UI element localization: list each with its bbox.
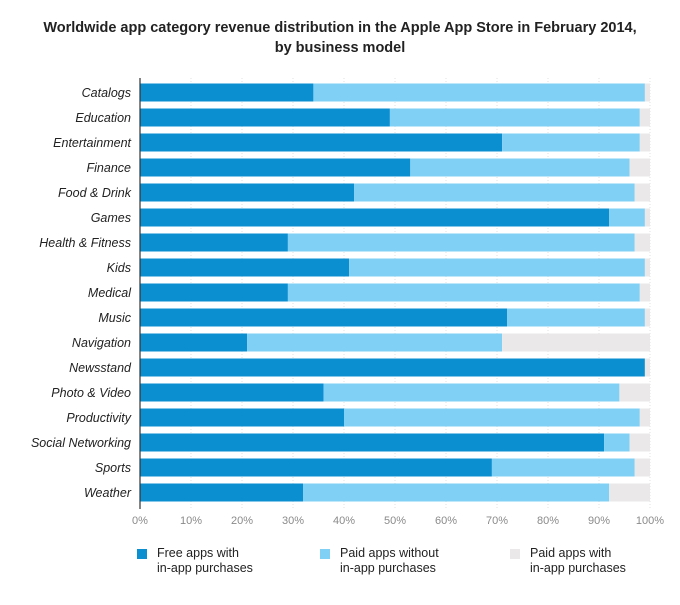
category-label: Finance xyxy=(87,161,132,175)
legend-item-paid-without-iap: Paid apps without in-app purchases xyxy=(320,546,490,576)
legend-label-paid-with-iap-line-2: in-app purchases xyxy=(530,561,626,575)
bar-photo-and-video-series-3 xyxy=(619,383,650,402)
bar-social-networking-series-2 xyxy=(604,433,630,452)
category-label: Health & Fitness xyxy=(39,236,131,250)
bar-finance-series-3 xyxy=(629,158,650,177)
bar-catalogs-series-3 xyxy=(644,83,650,102)
category-label: Catalogs xyxy=(82,86,131,100)
category-label: Kids xyxy=(107,261,131,275)
chart-title-line-1: Worldwide app category revenue distribut… xyxy=(43,20,637,36)
legend-item-free-with-iap: Free apps with in-app purchases xyxy=(137,546,307,576)
legend-item-paid-with-iap: Paid apps with in-app purchases xyxy=(510,546,680,576)
bar-medical-series-2 xyxy=(287,283,640,302)
bar-navigation-series-3 xyxy=(502,333,650,352)
chart-title: Worldwide app category revenue distribut… xyxy=(0,18,680,58)
bar-productivity-series-2 xyxy=(344,408,640,427)
bar-music-series-2 xyxy=(507,308,645,327)
bar-catalogs-series-2 xyxy=(313,83,645,102)
bar-chart: Catalogs Education Entertainment Finance Foo… xyxy=(31,78,664,527)
category-label: Photo & Video xyxy=(51,386,131,400)
bar-photo-and-video-series-2 xyxy=(323,383,620,402)
bar-sports-series-3 xyxy=(634,458,650,477)
bar-medical-series-1 xyxy=(140,283,288,302)
legend-swatch-paid-with-iap xyxy=(510,549,520,559)
x-tick-label: 10% xyxy=(180,515,202,527)
bar-entertainment-series-1 xyxy=(140,133,503,152)
bar-productivity-series-3 xyxy=(639,408,650,427)
bar-food-and-drink-series-2 xyxy=(354,183,635,202)
category-label: Medical xyxy=(88,286,132,300)
legend-label-free-with-iap-line-2: in-app purchases xyxy=(157,561,253,575)
legend-label-paid-without-iap-line-1: Paid apps without xyxy=(340,546,439,560)
bar-games-series-2 xyxy=(609,208,645,227)
bar-music-series-3 xyxy=(644,308,650,327)
bar-navigation-series-2 xyxy=(247,333,503,352)
bar-social-networking-series-3 xyxy=(629,433,650,452)
x-tick-label: 0% xyxy=(132,515,148,527)
category-label: Social Networking xyxy=(31,436,131,450)
bar-navigation-series-1 xyxy=(140,333,248,352)
x-tick-label: 90% xyxy=(588,515,610,527)
x-tick-label: 80% xyxy=(537,515,559,527)
bar-social-networking-series-1 xyxy=(140,433,605,452)
chart-title-line-2: by business model xyxy=(274,40,406,56)
bar-weather-series-2 xyxy=(303,483,610,502)
legend-swatch-paid-without-iap xyxy=(320,549,330,559)
bar-health-and-fitness-series-3 xyxy=(634,233,650,252)
category-label: Games xyxy=(91,211,131,225)
x-tick-label: 60% xyxy=(435,515,457,527)
category-label: Productivity xyxy=(66,411,131,425)
bar-music-series-1 xyxy=(140,308,508,327)
bar-education-series-2 xyxy=(389,108,640,127)
x-tick-label: 50% xyxy=(384,515,406,527)
bar-entertainment-series-2 xyxy=(502,133,640,152)
bar-sports-series-2 xyxy=(491,458,635,477)
legend-swatch-free-with-iap xyxy=(137,549,147,559)
category-label: Education xyxy=(75,111,131,125)
bar-food-and-drink-series-1 xyxy=(140,183,355,202)
bar-weather-series-3 xyxy=(609,483,650,502)
x-tick-label: 30% xyxy=(282,515,304,527)
bar-games-series-1 xyxy=(140,208,610,227)
legend: Free apps with in-app purchases Paid app… xyxy=(0,546,680,586)
x-tick-label: 100% xyxy=(636,515,664,527)
bar-finance-series-2 xyxy=(410,158,630,177)
bar-education-series-3 xyxy=(639,108,650,127)
bar-newsstand-series-3 xyxy=(644,358,650,377)
bar-games-series-3 xyxy=(644,208,650,227)
bar-kids-series-1 xyxy=(140,258,350,277)
bar-medical-series-3 xyxy=(639,283,650,302)
bar-kids-series-3 xyxy=(644,258,650,277)
x-tick-label: 20% xyxy=(231,515,253,527)
x-tick-label: 40% xyxy=(333,515,355,527)
bar-newsstand-series-1 xyxy=(140,358,645,377)
category-label: Food & Drink xyxy=(58,186,132,200)
category-label: Newsstand xyxy=(69,361,132,375)
category-label: Music xyxy=(98,311,131,325)
legend-label-paid-with-iap-line-1: Paid apps with xyxy=(530,546,612,560)
bar-education-series-1 xyxy=(140,108,390,127)
x-tick-label: 70% xyxy=(486,515,508,527)
category-label: Sports xyxy=(95,461,131,475)
bar-health-and-fitness-series-1 xyxy=(140,233,288,252)
bar-food-and-drink-series-3 xyxy=(634,183,650,202)
bar-photo-and-video-series-1 xyxy=(140,383,324,402)
bar-productivity-series-1 xyxy=(140,408,344,427)
bar-weather-series-1 xyxy=(140,483,304,502)
category-label: Entertainment xyxy=(53,136,131,150)
bar-health-and-fitness-series-2 xyxy=(287,233,635,252)
bar-finance-series-1 xyxy=(140,158,411,177)
legend-label-free-with-iap-line-1: Free apps with xyxy=(157,546,239,560)
category-label: Navigation xyxy=(72,336,131,350)
legend-label-paid-without-iap-line-2: in-app purchases xyxy=(340,561,436,575)
bar-kids-series-2 xyxy=(349,258,645,277)
category-label: Weather xyxy=(84,486,132,500)
bar-catalogs-series-1 xyxy=(140,83,314,102)
bar-sports-series-1 xyxy=(140,458,492,477)
bar-entertainment-series-3 xyxy=(639,133,650,152)
